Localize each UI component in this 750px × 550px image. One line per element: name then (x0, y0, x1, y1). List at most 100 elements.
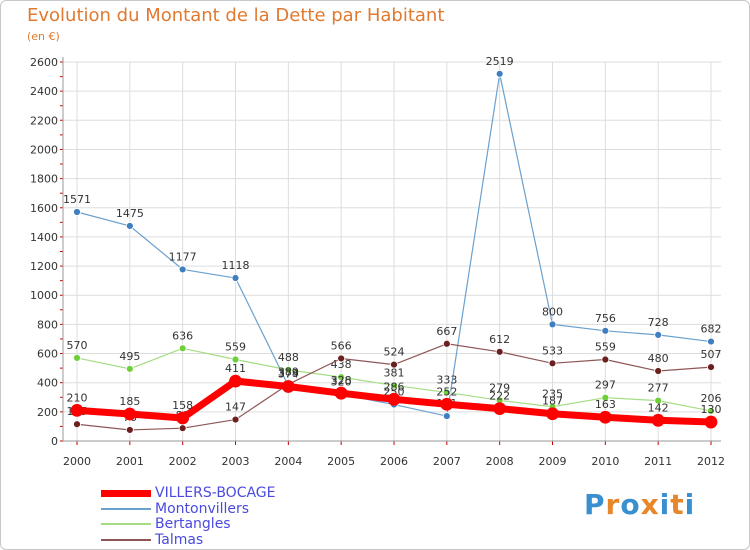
data-point (70, 403, 84, 417)
y-tick-label: 2000 (30, 143, 58, 156)
data-point (548, 320, 557, 329)
y-tick-label: 0 (51, 435, 58, 448)
data-point (704, 415, 718, 429)
y-tick-label: 1000 (30, 289, 58, 302)
data-label: 667 (436, 325, 457, 338)
data-point (495, 69, 504, 78)
data-label: 1177 (169, 250, 197, 263)
logo-letter: o (620, 488, 641, 521)
data-label: 559 (225, 341, 246, 354)
data-label: 142 (648, 401, 669, 414)
data-point (493, 402, 507, 416)
data-point (548, 359, 557, 368)
data-point (176, 411, 190, 425)
data-label: 480 (648, 352, 669, 365)
legend-swatch (101, 539, 151, 541)
chart-subtitle: (en €) (27, 30, 60, 43)
x-tick-label: 2002 (169, 455, 197, 468)
data-label: 1118 (222, 259, 250, 272)
data-label: 559 (595, 341, 616, 354)
data-label: 488 (278, 351, 299, 364)
y-tick-label: 1400 (30, 231, 58, 244)
x-tick-label: 2011 (644, 455, 672, 468)
logo-letter: i (659, 488, 671, 521)
data-point (546, 407, 559, 421)
data-point (442, 388, 451, 397)
data-label: 328 (331, 374, 352, 387)
data-point (495, 347, 504, 356)
data-point (651, 413, 665, 427)
data-point (284, 365, 293, 374)
data-point (707, 407, 715, 415)
y-tick-label: 2400 (30, 85, 58, 98)
data-point (601, 326, 610, 335)
data-point (654, 330, 663, 339)
data-label: 524 (384, 346, 405, 359)
data-point (598, 410, 612, 424)
data-label: 728 (648, 316, 669, 329)
data-label: 279 (489, 381, 510, 394)
data-label: 2519 (486, 55, 514, 68)
x-tick-label: 2006 (380, 455, 408, 468)
data-point (442, 339, 451, 348)
data-label: 495 (119, 350, 140, 363)
data-point (178, 265, 187, 274)
y-tick-label: 1200 (30, 260, 58, 273)
data-point (229, 374, 242, 388)
data-point (178, 424, 187, 433)
logo-letter: t (670, 488, 685, 521)
data-label: 163 (595, 398, 616, 411)
x-tick-label: 2001 (116, 455, 144, 468)
data-label: 533 (542, 344, 563, 357)
data-label: 333 (436, 373, 457, 386)
data-point (178, 344, 187, 353)
data-point (442, 412, 451, 420)
y-tick-label: 1600 (30, 202, 58, 215)
data-label: 297 (595, 379, 616, 392)
x-tick-label: 2007 (433, 455, 461, 468)
data-label: 381 (384, 366, 405, 379)
data-label: 756 (595, 312, 616, 325)
data-point (390, 381, 398, 390)
y-tick-label: 2200 (30, 114, 58, 127)
data-point (707, 363, 715, 371)
data-label: 210 (67, 391, 88, 404)
legend-swatch (101, 508, 151, 510)
data-label: 636 (172, 329, 193, 342)
data-point (73, 208, 81, 216)
data-label: 206 (701, 392, 722, 405)
data-point (281, 380, 295, 393)
data-label: 222 (489, 390, 510, 403)
logo-letter: P (584, 488, 606, 521)
data-label: 187 (542, 395, 563, 408)
x-tick-label: 2000 (63, 455, 91, 468)
logo-letter: x (640, 488, 660, 521)
data-point (231, 355, 240, 364)
data-label: 130 (701, 403, 722, 416)
logo-letter: i (684, 488, 696, 521)
y-tick-label: 2600 (30, 56, 58, 69)
legend-label: VILLERS-BOCAGE (155, 485, 276, 501)
data-label: 147 (225, 401, 246, 414)
data-point (337, 354, 346, 363)
data-point (654, 396, 663, 405)
data-label: 185 (119, 395, 140, 408)
data-label: 411 (225, 362, 246, 375)
chart-title: Evolution du Montant de la Dette par Hab… (27, 5, 445, 26)
y-tick-label: 800 (37, 318, 58, 331)
data-label: 800 (542, 305, 563, 318)
data-point (125, 364, 134, 373)
y-tick-label: 600 (37, 348, 58, 361)
data-label: 286 (384, 380, 405, 393)
data-label: 1475 (116, 207, 144, 220)
data-point (123, 407, 137, 421)
legend-label: Bertangles (155, 516, 231, 532)
data-point (125, 222, 134, 230)
data-label: 374 (278, 367, 299, 380)
data-point (334, 386, 348, 400)
x-tick-label: 2010 (591, 455, 619, 468)
data-point (707, 337, 715, 346)
data-label: 235 (542, 388, 563, 401)
data-label: 277 (648, 382, 669, 395)
